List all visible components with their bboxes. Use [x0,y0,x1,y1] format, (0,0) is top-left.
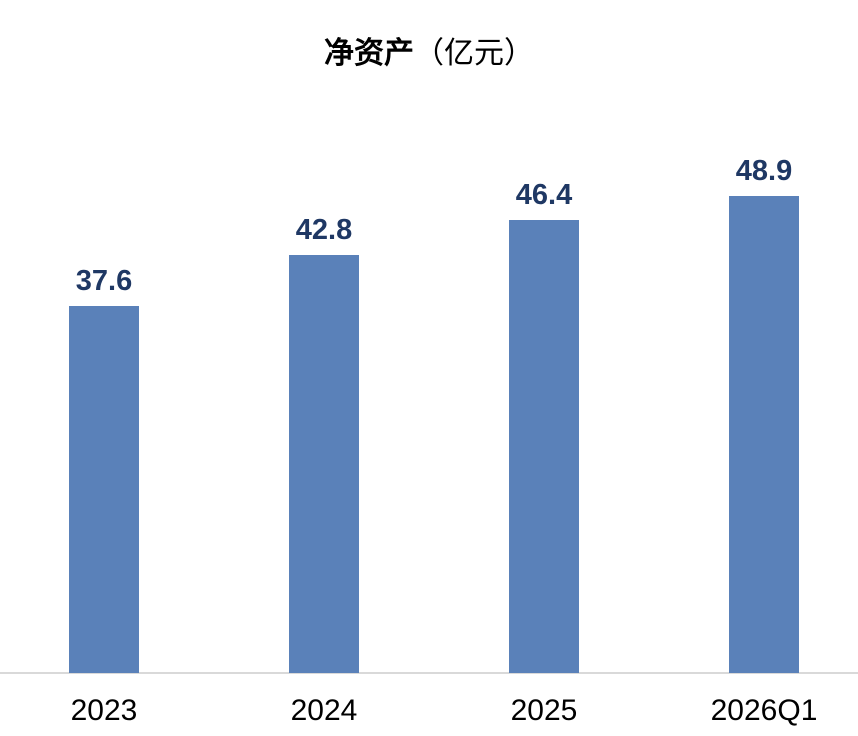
bar-2025 [509,220,579,673]
data-label-2026Q1: 48.9 [735,155,793,187]
x-axis-label-2026Q1: 2026Q1 [710,694,818,727]
bar-2023 [69,306,139,673]
x-axis-label-2023: 2023 [70,694,138,727]
bar-2024 [289,255,359,673]
bar-2026Q1 [729,196,799,673]
data-label-2025: 46.4 [515,179,573,211]
data-label-2024: 42.8 [295,214,353,246]
chart-title-unit: （亿元） [414,37,534,70]
x-axis-line [0,672,858,674]
x-axis-label-2025: 2025 [510,694,578,727]
chart-title-main: 净资产 [324,37,414,70]
data-label-2023: 37.6 [75,265,133,297]
x-axis-label-2024: 2024 [290,694,358,727]
chart-title: 净资产（亿元） [0,34,858,74]
